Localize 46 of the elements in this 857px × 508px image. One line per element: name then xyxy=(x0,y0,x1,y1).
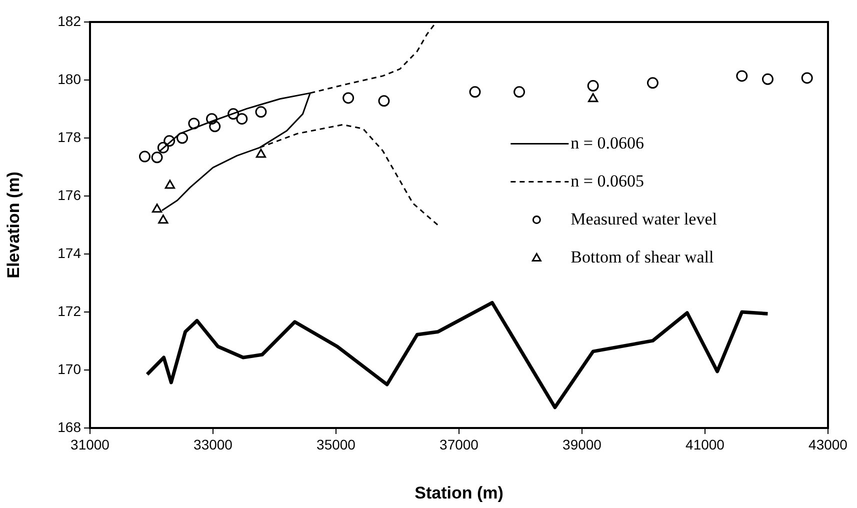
point xyxy=(255,106,267,118)
y-tick-label: 178 xyxy=(58,128,82,145)
point xyxy=(164,135,176,147)
point xyxy=(646,77,658,89)
x-tick-label: 33000 xyxy=(194,436,233,452)
x-tick-label: 41000 xyxy=(686,436,725,452)
point xyxy=(256,148,266,158)
point xyxy=(157,142,169,154)
x-tick-label: 37000 xyxy=(440,436,479,452)
point xyxy=(588,93,598,102)
point xyxy=(206,113,218,125)
point xyxy=(587,80,599,92)
legend-label: Bottom of shear wall xyxy=(570,247,714,266)
y-tick-label: 182 xyxy=(58,12,82,29)
point xyxy=(164,180,176,189)
point xyxy=(228,108,240,120)
x-axis-title: Station (m) xyxy=(414,483,504,502)
point xyxy=(188,118,200,130)
point xyxy=(514,86,526,98)
point xyxy=(209,120,221,132)
legend-label: Measured water level xyxy=(570,209,718,228)
point xyxy=(176,132,188,144)
y-tick-label: 172 xyxy=(58,302,82,319)
x-tick-label: 43000 xyxy=(808,436,848,452)
y-axis-title: Elevation (m) xyxy=(4,172,23,278)
point xyxy=(342,92,354,104)
x-tick-label: 35000 xyxy=(316,436,356,452)
point xyxy=(801,72,813,84)
y-tick-label: 176 xyxy=(58,186,82,203)
x-tick-label: 39000 xyxy=(562,436,602,452)
point xyxy=(762,73,774,85)
point xyxy=(469,86,481,98)
point xyxy=(138,150,150,162)
point xyxy=(152,204,162,213)
point xyxy=(158,214,168,224)
y-tick-label: 180 xyxy=(58,70,82,87)
x-tick-label: 31000 xyxy=(70,436,110,452)
y-tick-label: 170 xyxy=(58,360,82,377)
y-tick-label: 174 xyxy=(58,244,82,261)
point xyxy=(736,70,748,82)
point xyxy=(236,113,248,125)
legend-label: n = 0.0605 xyxy=(570,171,644,190)
legend-label: n = 0.0606 xyxy=(570,133,644,152)
y-tick-label: 168 xyxy=(58,418,82,435)
point xyxy=(378,95,390,107)
point xyxy=(151,152,163,164)
